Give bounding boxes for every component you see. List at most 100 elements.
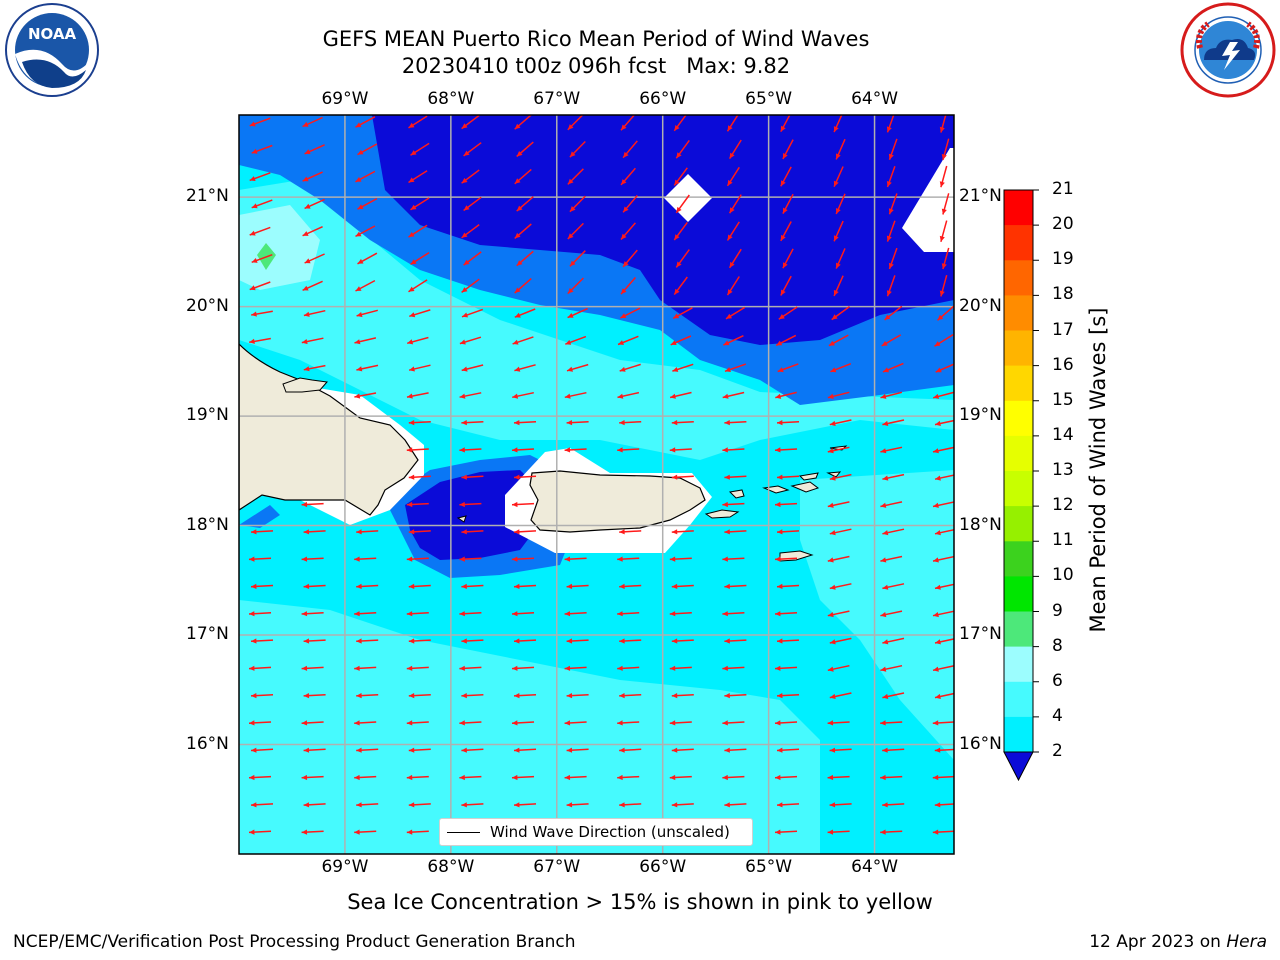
tick-label: 19°N (186, 405, 229, 426)
wave-direction-arrowhead (827, 502, 834, 508)
wave-direction-arrowhead (782, 262, 788, 269)
field-band-6-8 (800, 470, 954, 760)
wave-direction-arrowhead (777, 638, 783, 644)
wave-direction-arrowhead (827, 557, 834, 563)
wave-direction-arrowhead (406, 556, 413, 562)
wave-direction-arrowhead (621, 233, 627, 240)
wave-direction-arrowhead (724, 802, 730, 808)
wave-direction-arrowhead (512, 501, 518, 508)
wave-direction-arrowhead (775, 393, 782, 399)
wave-direction-arrowhead (777, 693, 783, 699)
mona-island (456, 515, 467, 523)
wave-direction-arrowhead (565, 339, 572, 345)
wave-direction-arrowhead (935, 475, 941, 481)
wave-direction-arrowhead (569, 260, 576, 267)
colorbar-tick-label: 2 (1052, 741, 1063, 761)
wave-direction-arrowhead (886, 181, 892, 187)
wave-direction-arrowhead (459, 774, 465, 781)
wave-direction-arrowhead (775, 720, 781, 726)
wave-direction-arrowhead (301, 611, 308, 617)
wave-direction-arrowhead (301, 774, 308, 781)
wave-direction-arrowhead (356, 529, 362, 535)
wave-direction-arrowhead (303, 311, 310, 317)
wave-direction-arrowhead (249, 176, 256, 181)
wave-direction-arrowhead (880, 612, 887, 618)
wave-direction-arrowhead (249, 665, 255, 671)
wave-direction-arrowhead (462, 312, 468, 318)
wave-direction-arrowhead (880, 393, 887, 399)
wave-direction-arrowhead (567, 313, 574, 318)
wave-direction-arrowhead (304, 258, 311, 264)
wave-direction-arrowhead (406, 447, 413, 453)
wave-direction-arrowhead (724, 529, 730, 535)
footer-credit: NCEP/EMC/Verification Post Processing Pr… (13, 932, 576, 952)
wave-direction-arrowhead (777, 747, 783, 753)
tortuga-island (282, 377, 328, 393)
wave-direction-arrowhead (836, 153, 841, 160)
wave-direction-arrowhead (882, 420, 889, 426)
wave-direction-arrowhead (459, 665, 465, 671)
wave-direction-arrowhead (884, 314, 891, 320)
wave-direction-arrowhead (566, 638, 573, 644)
wave-direction-arrowhead (829, 693, 836, 699)
wave-direction-arrowhead (939, 126, 945, 133)
wave-direction-arrowhead (619, 693, 625, 699)
wave-direction-arrowhead (514, 287, 521, 293)
wave-direction-arrowhead (669, 774, 676, 781)
wave-direction-arrowhead (935, 367, 942, 373)
wave-direction-arrowhead (408, 232, 415, 238)
wave-direction-arrowhead (302, 121, 309, 127)
wave-direction-arrowhead (882, 584, 889, 590)
wave-direction-arrowhead (303, 693, 310, 699)
colorbar-segment (1004, 225, 1033, 261)
wave-direction-arrowhead (669, 720, 676, 726)
wave-direction-arrowhead (676, 261, 682, 268)
wave-direction-arrowhead (408, 122, 415, 128)
wave-direction-arrowhead (617, 611, 623, 617)
tick-label: 16°N (959, 733, 1002, 754)
colorbar-segment (1004, 716, 1033, 753)
wave-direction-arrowhead (303, 366, 310, 372)
wave-direction-arrowhead (932, 720, 939, 726)
wave-direction-arrowhead (621, 124, 627, 131)
wave-direction-arrowhead (249, 829, 255, 835)
colorbar-extend-min (1003, 751, 1034, 782)
colorbar-segment (1004, 365, 1033, 402)
wave-direction-arrowhead (775, 556, 781, 562)
sea-ice-note: Sea Ice Concentration > 15% is shown in … (347, 890, 933, 914)
wave-direction-arrowhead (461, 420, 467, 426)
wave-direction-arrowhead (516, 205, 523, 212)
wave-direction-arrowhead (829, 639, 836, 645)
wave-direction-arrowhead (408, 286, 415, 292)
st-thomas-island (762, 485, 790, 494)
wave-direction-arrowhead (566, 583, 573, 589)
wave-direction-arrowhead (408, 747, 415, 753)
colorbar-segment (1004, 541, 1033, 577)
wave-direction-arrowhead (888, 262, 894, 269)
wave-direction-arrowhead (251, 311, 257, 317)
wave-direction-arrowhead (882, 530, 889, 536)
wave-direction-arrowhead (514, 802, 520, 808)
wave-direction-arrowhead (777, 802, 783, 808)
wave-direction-arrowhead (882, 639, 889, 645)
wave-direction-arrowhead (617, 447, 623, 453)
colorbar-tick-label: 15 (1052, 389, 1074, 410)
wave-direction-arrowhead (935, 530, 941, 536)
wave-direction-arrowhead (880, 829, 886, 835)
wave-direction-arrowhead (722, 611, 728, 617)
map-legend: Wind Wave Direction (unscaled) (439, 818, 753, 846)
wave-direction-arrowhead (514, 312, 521, 318)
wave-direction-arrowhead (512, 665, 518, 671)
wave-direction-arrowhead (722, 665, 728, 671)
wind-wave-direction-arrows (248, 115, 954, 835)
wave-direction-arrowhead (727, 125, 733, 132)
wave-direction-arrowhead (406, 611, 413, 617)
wave-direction-arrowhead (729, 152, 735, 159)
wave-direction-arrowhead (670, 393, 676, 399)
wave-direction-arrowhead (512, 774, 518, 781)
wave-direction-arrowhead (251, 529, 257, 535)
wave-direction-arrowhead (301, 720, 308, 726)
tick-label: 21°N (959, 186, 1002, 207)
wave-direction-arrowhead (301, 829, 308, 835)
colorbar-segment (1004, 681, 1033, 718)
